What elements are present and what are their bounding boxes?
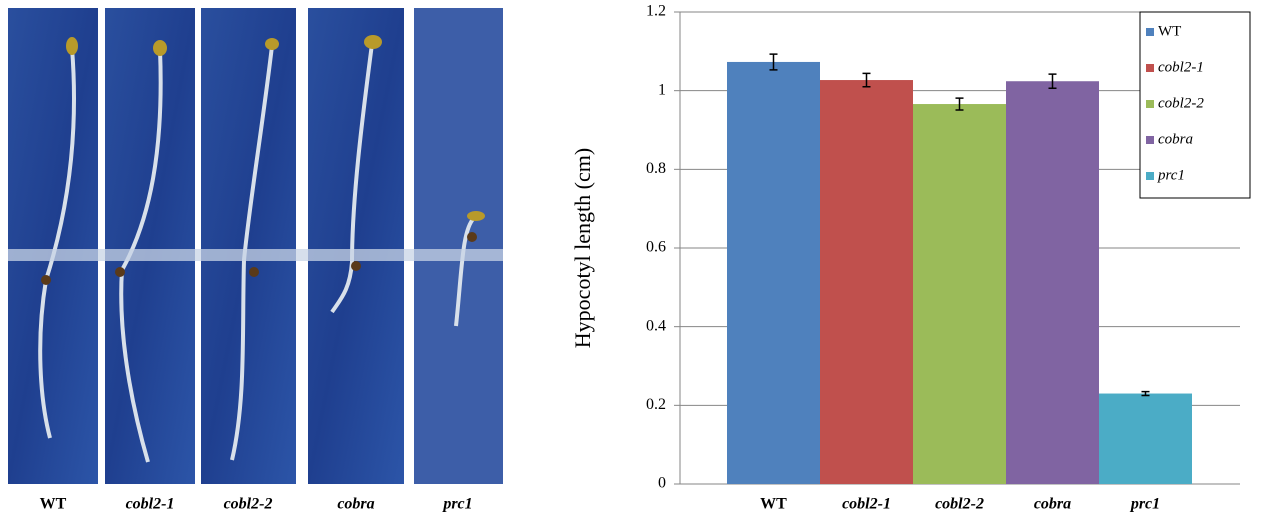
glass-rod — [8, 249, 503, 261]
y-tick-label: 1.2 — [646, 3, 666, 20]
error-bar — [769, 53, 778, 71]
x-tick-label: cobra — [1034, 496, 1071, 513]
legend-label: prc1 — [1157, 167, 1185, 183]
x-tick-label: prc1 — [1129, 496, 1160, 513]
photo-cobl2-2 — [201, 8, 296, 484]
panel-label: prc1 — [441, 496, 472, 513]
photo-wt — [8, 8, 98, 484]
legend-label: cobl2-2 — [1158, 95, 1204, 111]
legend-swatch — [1146, 100, 1154, 108]
y-axis-label: Hypocotyl length (cm) — [570, 148, 595, 348]
photo-cobl2-1 — [105, 8, 195, 484]
legend-box — [1139, 11, 1251, 199]
bar — [1099, 393, 1192, 484]
legend-swatch — [1146, 136, 1154, 144]
x-tick-label: WT — [760, 496, 787, 513]
photo-cobra — [308, 8, 404, 484]
photo-prc1 — [414, 8, 503, 484]
bar — [1006, 81, 1099, 484]
error-bar — [1141, 390, 1150, 397]
panel-label: cobra — [337, 496, 374, 513]
panel-label: WT — [40, 496, 67, 513]
panel-label: cobl2-2 — [224, 496, 273, 513]
legend-swatch — [1146, 172, 1154, 180]
legend-label: WT — [1158, 23, 1181, 39]
y-tick-label: 0.4 — [646, 317, 666, 334]
panel-labels: WT cobl2-1 cobl2-2 cobra prc1 — [40, 496, 473, 513]
error-bar — [862, 72, 871, 88]
x-tick-label: cobl2-1 — [842, 496, 891, 513]
y-tick-label: 0.2 — [646, 396, 666, 413]
bar — [727, 61, 820, 484]
y-tick-label: 1 — [658, 81, 666, 98]
bar — [913, 104, 1006, 484]
x-tick-label: cobl2-2 — [935, 496, 984, 513]
error-bar — [1048, 73, 1057, 90]
legend-label: cobra — [1158, 131, 1193, 147]
legend-label: cobl2-1 — [1158, 59, 1204, 75]
photo-panels — [8, 8, 503, 484]
legend-swatch — [1146, 28, 1154, 36]
chart: 0 0.2 0.4 0.6 0.8 1 1.2 WT cobl2-1 cobl2-2 cobra pr… — [646, 3, 1251, 513]
y-tick-label: 0.8 — [646, 160, 666, 177]
panel-label: cobl2-1 — [126, 496, 175, 513]
y-tick-label: 0.6 — [646, 239, 666, 256]
bar — [820, 80, 913, 485]
error-bar — [955, 97, 964, 111]
legend-swatch — [1146, 64, 1154, 72]
y-tick-label: 0 — [658, 475, 666, 492]
